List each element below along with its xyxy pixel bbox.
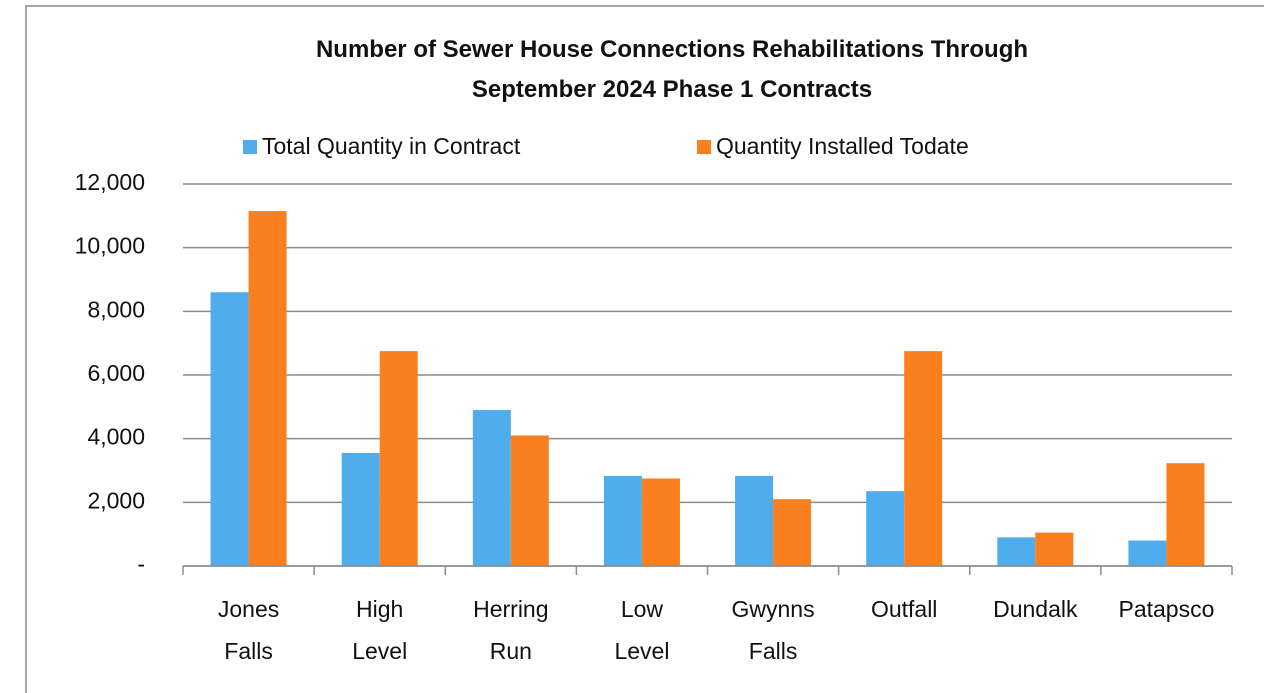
bar: [735, 475, 774, 566]
bar: [1128, 540, 1167, 566]
bar: [866, 491, 905, 566]
bar: [248, 211, 287, 566]
y-tick-label: 10,000: [75, 233, 145, 259]
legend-swatch: [243, 140, 257, 154]
x-tick-label: Gwynns Falls: [731, 596, 815, 664]
x-tick-label: Jones Falls: [217, 596, 280, 664]
x-tick-label: Outfall: [870, 596, 938, 622]
legend-swatch: [697, 140, 711, 154]
bar: [1035, 532, 1074, 566]
bar: [773, 499, 812, 566]
chart-title: Number of Sewer House Connections Rehabi…: [315, 36, 1029, 103]
bar: [603, 475, 642, 566]
bar: [379, 351, 418, 566]
bar: [1166, 463, 1205, 566]
x-tick-label: Low Level: [614, 596, 670, 664]
x-tick-label: Dundalk: [993, 596, 1078, 622]
bar: [210, 292, 249, 566]
y-tick-label: 4,000: [87, 424, 145, 450]
legend-label: Quantity Installed Todate: [716, 133, 969, 159]
bar: [997, 537, 1036, 566]
legend-label: Total Quantity in Contract: [262, 133, 521, 159]
bar: [641, 478, 680, 566]
bar: [341, 452, 380, 566]
bar: [472, 410, 511, 566]
y-tick-label: 12,000: [75, 169, 145, 195]
x-tick-label: Patapsco: [1118, 596, 1215, 622]
bar: [904, 351, 943, 566]
chart-border: [25, 5, 1264, 693]
x-tick-label: High Level: [352, 596, 408, 664]
y-tick-label: 8,000: [87, 296, 145, 322]
y-tick-label: 2,000: [87, 487, 145, 513]
y-tick-label: -: [137, 551, 145, 577]
bar: [510, 435, 549, 566]
x-tick-label: Herring Run: [473, 596, 549, 664]
y-tick-label: 6,000: [87, 360, 145, 386]
